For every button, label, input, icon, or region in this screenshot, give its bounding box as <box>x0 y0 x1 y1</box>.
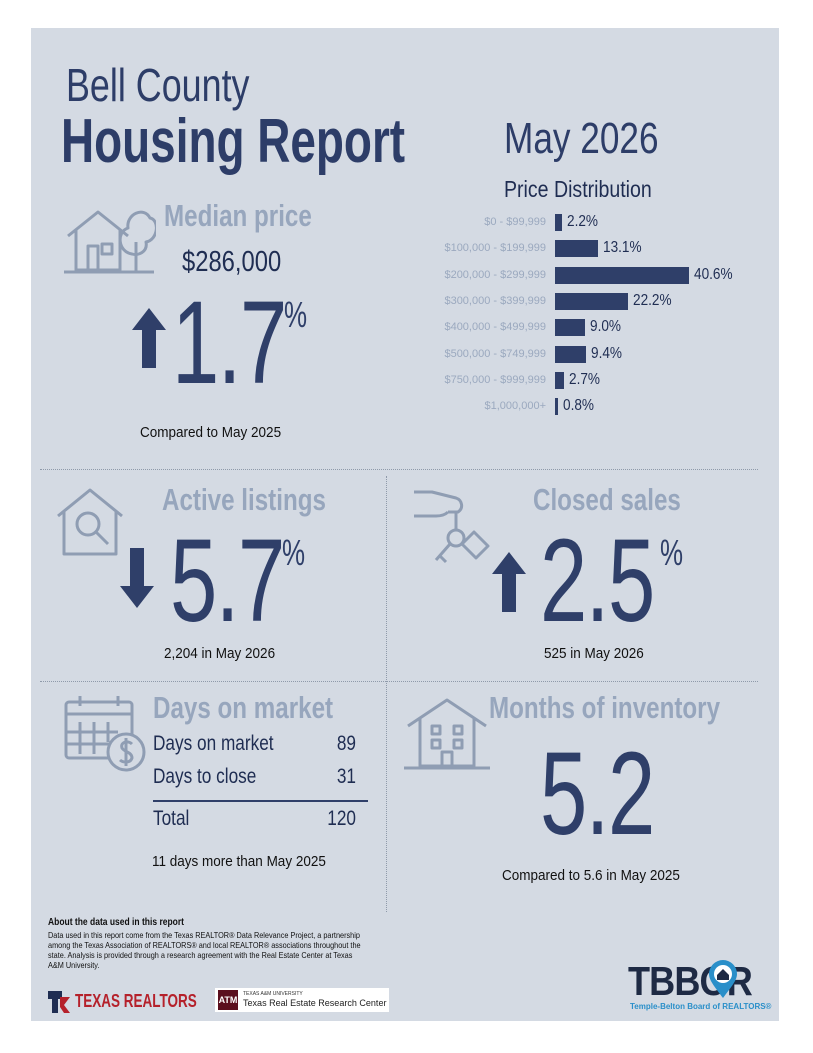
price-distribution-bar <box>555 266 689 284</box>
dtc-row-label: Days to close <box>153 765 257 788</box>
map-pin-house-icon <box>709 960 737 998</box>
tamu-university: TEXAS A&M UNIVERSITY <box>243 991 303 997</box>
apartment-building-icon <box>404 698 490 770</box>
price-range-label: $200,000 - $299,999 <box>444 268 546 281</box>
house-magnifier-icon <box>57 488 123 556</box>
price-range-label: $300,000 - $399,999 <box>444 294 546 307</box>
price-distribution-value: 40.6% <box>693 265 733 283</box>
price-distribution-value: 9.4% <box>591 344 623 362</box>
price-distribution-value: 2.7% <box>568 370 600 388</box>
tbbor-logo: TBBOR Temple-Belton Board of REALTORS® <box>628 958 772 1014</box>
price-distribution-value: 2.2% <box>567 213 599 230</box>
days-on-market-label: Days on market <box>153 690 334 725</box>
price-distribution-bar <box>555 345 587 363</box>
months-inventory-value: 5.2 <box>540 728 655 860</box>
price-distribution-bar <box>555 214 563 231</box>
price-distribution-bar <box>555 292 629 310</box>
median-price-value: $286,000 <box>182 246 282 278</box>
price-distribution-value: 9.0% <box>589 318 621 336</box>
total-label: Total <box>153 807 190 830</box>
price-range-label: $0 - $99,999 <box>484 216 546 228</box>
texas-realtors-mark-icon <box>48 991 70 1013</box>
arrow-up-icon <box>132 308 166 368</box>
price-range-label: $750,000 - $999,999 <box>444 373 546 386</box>
days-on-market-caption: 11 days more than May 2025 <box>152 853 326 870</box>
price-range-label: $1,000,000+ <box>484 400 546 413</box>
texas-realtors-logo: TEXAS REALTORS <box>48 990 208 1014</box>
texas-realtors-wordmark: TEXAS REALTORS <box>75 991 197 1011</box>
tbbor-subtitle: Temple-Belton Board of REALTORS® <box>630 1002 772 1011</box>
median-price-label: Median price <box>164 198 312 233</box>
active-listings-pct: % <box>282 532 306 573</box>
price-range-label: $500,000 - $749,999 <box>444 347 546 360</box>
calendar-dollar-icon <box>64 696 146 772</box>
dtc-row-value: 31 <box>336 765 356 788</box>
price-distribution-bar <box>555 371 564 389</box>
tamu-logo: ATM TEXAS A&M UNIVERSITY Texas Real Esta… <box>215 988 389 1012</box>
active-listings-change: 5.7 <box>170 515 285 647</box>
about-title: About the data used in this report <box>48 917 185 928</box>
price-distribution-bar <box>555 398 558 416</box>
closed-sales-caption: 525 in May 2026 <box>544 645 644 662</box>
price-distribution-bar <box>555 319 585 337</box>
total-value: 120 <box>327 807 356 830</box>
arrow-up-icon <box>492 552 526 612</box>
dom-row-label: Days on market <box>153 732 274 755</box>
about-text: Data used in this report come from the T… <box>48 930 361 970</box>
price-range-label: $100,000 - $199,999 <box>444 242 546 255</box>
months-inventory-label: Months of inventory <box>489 690 721 725</box>
months-inventory-caption: Compared to 5.6 in May 2025 <box>502 867 680 884</box>
price-distribution-value: 13.1% <box>603 239 642 257</box>
price-range-label: $400,000 - $499,999 <box>444 321 546 334</box>
median-price-caption: Compared to May 2025 <box>140 424 282 441</box>
county-title: Bell County <box>66 59 250 111</box>
closed-sales-pct: % <box>660 532 684 573</box>
dom-row-value: 89 <box>336 732 356 755</box>
closed-sales-change: 2.5 <box>540 515 655 647</box>
price-distribution-title: Price Distribution <box>504 176 652 202</box>
tamu-center: Texas Real Estate Research Center <box>243 998 387 1009</box>
report-period: May 2026 <box>504 114 659 163</box>
tamu-mark-icon: ATM <box>218 990 238 1010</box>
median-price-pct: % <box>284 294 308 335</box>
active-listings-caption: 2,204 in May 2026 <box>164 645 276 662</box>
hand-keys-icon <box>414 490 490 564</box>
total-divider <box>153 800 368 802</box>
median-price-change: 1.7 <box>172 277 287 409</box>
house-tree-icon <box>64 210 156 274</box>
price-distribution-value: 22.2% <box>633 291 672 309</box>
report-title: Housing Report <box>61 107 406 176</box>
report-panel <box>31 28 779 1021</box>
price-distribution-bar <box>555 240 599 258</box>
price-distribution-value: 0.8% <box>562 397 594 415</box>
arrow-down-icon <box>120 548 154 608</box>
closed-sales-label: Closed sales <box>533 482 681 517</box>
active-listings-label: Active listings <box>162 482 326 517</box>
